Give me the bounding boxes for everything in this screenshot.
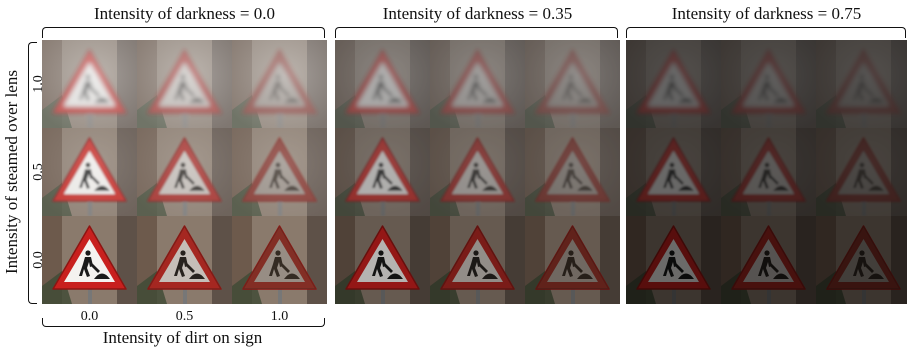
image-grid-panel-3	[626, 40, 907, 304]
panel-title-2: Intensity of darkness = 0.35	[382, 4, 573, 23]
image-grid-panel-2	[335, 40, 620, 304]
sign-image-tile	[816, 216, 907, 304]
sign-image-tile	[816, 128, 907, 216]
road-works-sign-icon	[42, 40, 137, 128]
road-works-sign-icon	[721, 40, 816, 128]
sign-image-tile	[816, 40, 907, 128]
road-works-sign-icon	[525, 216, 620, 304]
road-works-sign-icon	[816, 40, 907, 128]
sign-image-tile	[721, 216, 816, 304]
panel-title-1: Intensity of darkness = 0.0	[94, 4, 275, 23]
x-tick-2: 0.5	[175, 309, 194, 324]
x-tick-3: 1.0	[270, 309, 289, 324]
sign-image-tile	[525, 216, 620, 304]
road-works-sign-icon	[137, 216, 232, 304]
road-works-sign-icon	[626, 128, 721, 216]
road-works-sign-icon	[721, 128, 816, 216]
sign-image-tile	[232, 216, 327, 304]
road-works-sign-icon	[335, 40, 430, 128]
road-works-sign-icon	[525, 40, 620, 128]
sign-image-tile	[232, 128, 327, 216]
road-works-sign-icon	[335, 216, 430, 304]
sign-image-tile	[721, 128, 816, 216]
x-tick-1: 0.0	[80, 309, 99, 324]
x-axis-label: Intensity of dirt on sign	[102, 328, 263, 347]
sign-image-tile	[626, 216, 721, 304]
road-works-sign-icon	[816, 216, 907, 304]
road-works-sign-icon	[525, 128, 620, 216]
panel-bracket-1	[42, 27, 325, 38]
y-tick-1: 1.0	[31, 75, 46, 93]
y-axis-bracket	[28, 42, 37, 304]
sign-image-tile	[525, 40, 620, 128]
road-works-sign-icon	[335, 128, 430, 216]
sign-image-tile	[137, 128, 232, 216]
sign-image-tile	[335, 216, 430, 304]
sign-image-tile	[525, 128, 620, 216]
road-works-sign-icon	[232, 216, 327, 304]
sign-image-tile	[137, 216, 232, 304]
road-works-sign-icon	[42, 216, 137, 304]
road-works-sign-icon	[816, 128, 907, 216]
y-tick-2: 0.5	[31, 163, 46, 181]
sign-image-tile	[626, 128, 721, 216]
sign-image-tile	[42, 216, 137, 304]
sign-image-tile	[626, 40, 721, 128]
road-works-sign-icon	[430, 40, 525, 128]
road-works-sign-icon	[626, 216, 721, 304]
road-works-sign-icon	[430, 216, 525, 304]
sign-image-tile	[721, 40, 816, 128]
road-works-sign-icon	[42, 128, 137, 216]
sign-image-tile	[42, 40, 137, 128]
sign-image-tile	[430, 40, 525, 128]
road-works-sign-icon	[232, 128, 327, 216]
road-works-sign-icon	[232, 40, 327, 128]
sign-image-tile	[42, 128, 137, 216]
image-grid-panel-1	[42, 40, 327, 304]
panel-bracket-3	[626, 27, 906, 38]
sign-image-tile	[335, 128, 430, 216]
sign-image-tile	[137, 40, 232, 128]
panel-bracket-2	[335, 27, 618, 38]
road-works-sign-icon	[721, 216, 816, 304]
road-works-sign-icon	[137, 128, 232, 216]
y-axis-label: Intensity of steamed over lens	[2, 70, 21, 274]
road-works-sign-icon	[430, 128, 525, 216]
panel-title-3: Intensity of darkness = 0.75	[671, 4, 862, 23]
x-axis-bracket	[42, 318, 325, 327]
sign-image-tile	[430, 216, 525, 304]
sign-image-tile	[430, 128, 525, 216]
sign-image-tile	[335, 40, 430, 128]
road-works-sign-icon	[626, 40, 721, 128]
y-tick-3: 0.0	[31, 251, 46, 269]
sign-image-tile	[232, 40, 327, 128]
road-works-sign-icon	[137, 40, 232, 128]
